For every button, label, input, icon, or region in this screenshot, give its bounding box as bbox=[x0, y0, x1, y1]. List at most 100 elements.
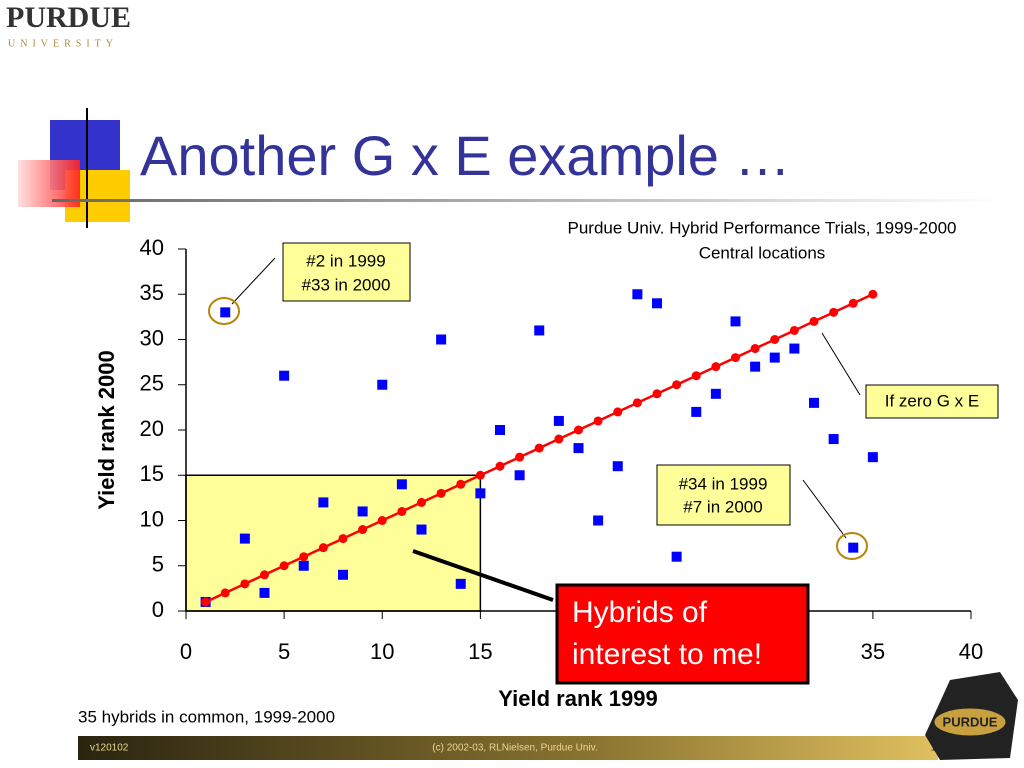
line-point bbox=[515, 452, 525, 462]
footer-bar bbox=[78, 736, 938, 760]
line-point bbox=[554, 434, 564, 444]
point bbox=[553, 415, 564, 426]
line-point bbox=[750, 344, 760, 354]
point bbox=[730, 316, 741, 327]
x-tick-label: 40 bbox=[959, 639, 983, 664]
callout-line bbox=[802, 479, 847, 539]
point bbox=[769, 352, 780, 363]
point bbox=[612, 461, 623, 472]
line-point bbox=[358, 525, 368, 535]
slide-title: Another G x E example … bbox=[140, 124, 791, 187]
x-tick-label: 5 bbox=[278, 639, 290, 664]
point bbox=[495, 425, 505, 435]
y-tick-label: 0 bbox=[152, 597, 164, 622]
point bbox=[789, 343, 800, 354]
y-tick-label: 10 bbox=[140, 506, 164, 531]
point bbox=[632, 289, 643, 300]
line-point bbox=[534, 443, 544, 453]
line-point bbox=[456, 479, 466, 489]
point bbox=[377, 379, 388, 390]
line-point bbox=[299, 552, 309, 562]
point bbox=[357, 506, 368, 517]
point bbox=[338, 569, 348, 580]
point bbox=[298, 560, 309, 571]
point bbox=[573, 443, 584, 454]
y-tick-label: 35 bbox=[140, 280, 164, 305]
line-point bbox=[613, 407, 623, 417]
line-point bbox=[417, 497, 426, 507]
y-tick-label: 25 bbox=[140, 371, 164, 396]
point bbox=[396, 479, 407, 490]
logo-name: PURDUE bbox=[6, 1, 131, 34]
callout-box bbox=[656, 464, 791, 526]
line-point bbox=[338, 534, 348, 544]
callout-line bbox=[231, 257, 276, 305]
point bbox=[514, 470, 525, 481]
line-point bbox=[436, 488, 446, 498]
callout-text: #34 in 1999 bbox=[679, 474, 768, 493]
line-point bbox=[691, 371, 701, 381]
point bbox=[239, 533, 250, 544]
callout-line bbox=[412, 549, 554, 602]
point bbox=[867, 452, 878, 463]
line-point bbox=[848, 298, 858, 308]
point bbox=[279, 370, 290, 381]
callout-text: #7 in 2000 bbox=[683, 497, 762, 516]
logo-subtitle: UNIVERSITY bbox=[8, 38, 118, 49]
callout-text: #33 in 2000 bbox=[302, 275, 391, 294]
chart-title: Purdue Univ. Hybrid Performance Trials, … bbox=[568, 218, 957, 237]
line-point bbox=[672, 380, 682, 390]
point bbox=[259, 587, 270, 598]
deco-hline bbox=[52, 199, 1002, 202]
point bbox=[750, 361, 761, 372]
line-point bbox=[475, 470, 485, 480]
line-point bbox=[789, 325, 799, 335]
point bbox=[710, 388, 721, 399]
callout-text: If zero G x E bbox=[885, 391, 979, 410]
point bbox=[691, 406, 702, 417]
callout-text: #2 in 1999 bbox=[306, 251, 385, 270]
point bbox=[475, 488, 486, 499]
callout-box bbox=[865, 384, 999, 419]
callout-line bbox=[821, 332, 861, 396]
point bbox=[534, 325, 545, 336]
line-point bbox=[260, 570, 269, 580]
x-tick-label: 10 bbox=[370, 639, 394, 664]
line-point bbox=[829, 307, 839, 317]
line-point bbox=[731, 353, 740, 363]
point bbox=[652, 298, 662, 309]
point bbox=[416, 524, 427, 535]
line-point bbox=[220, 588, 230, 598]
line-point bbox=[574, 425, 583, 435]
point bbox=[828, 434, 839, 445]
y-tick-label: 30 bbox=[140, 325, 164, 350]
point bbox=[318, 497, 329, 508]
line-point bbox=[240, 579, 250, 589]
point bbox=[436, 334, 447, 345]
point bbox=[593, 515, 604, 526]
line-point bbox=[318, 543, 328, 553]
point bbox=[809, 397, 819, 408]
line-point bbox=[770, 335, 780, 344]
line-point bbox=[201, 597, 211, 607]
plot: 05101520253035400510152025303540 bbox=[140, 235, 984, 664]
badge-text: PURDUE bbox=[943, 714, 998, 729]
footer-copyright: (c) 2002-03, RLNielsen, Purdue Univ. bbox=[432, 743, 597, 754]
y-axis-label: Yield rank 2000 bbox=[94, 350, 119, 509]
callout-box bbox=[282, 242, 411, 302]
point bbox=[848, 542, 859, 553]
point bbox=[220, 307, 231, 318]
point bbox=[455, 578, 466, 589]
line-point bbox=[377, 516, 387, 525]
callout-box bbox=[555, 583, 810, 685]
y-tick-label: 5 bbox=[152, 552, 164, 577]
line-point bbox=[632, 398, 642, 408]
footer-version: v120102 bbox=[90, 743, 129, 754]
highlight-circle bbox=[208, 297, 240, 325]
line-point bbox=[868, 289, 878, 299]
y-tick-label: 40 bbox=[140, 235, 164, 260]
highlight-circle bbox=[836, 532, 868, 560]
point bbox=[671, 551, 682, 562]
x-axis-label: Yield rank 1999 bbox=[498, 686, 657, 711]
